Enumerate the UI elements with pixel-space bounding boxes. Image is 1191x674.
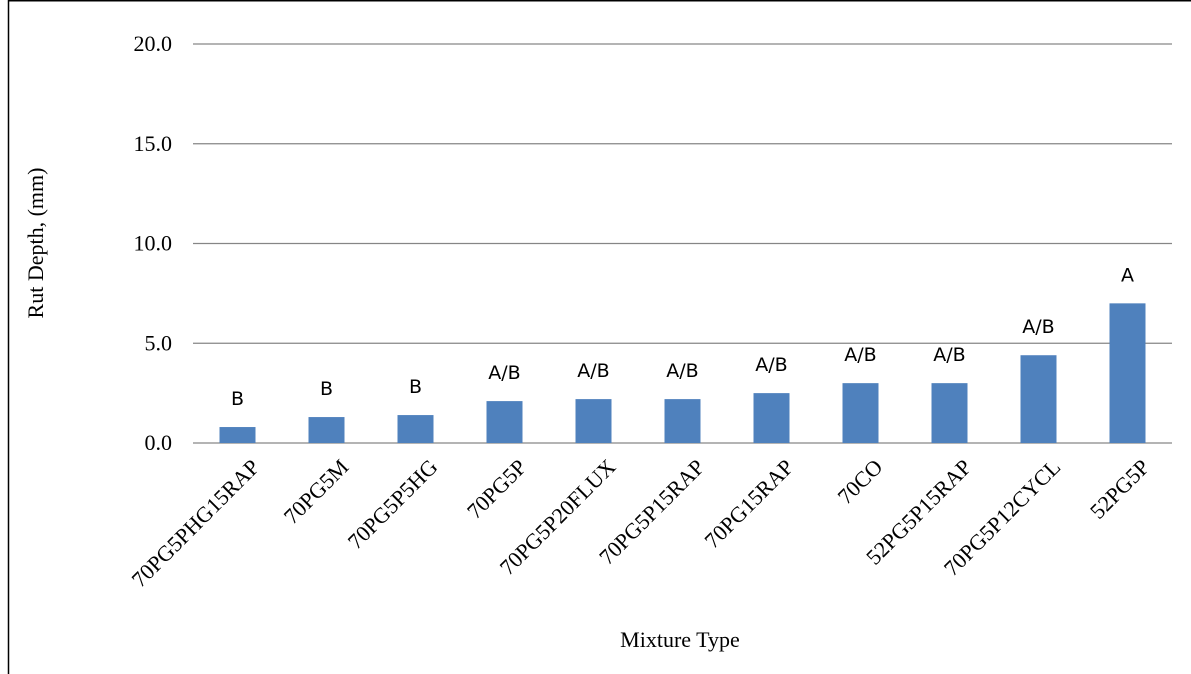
data-label: A/B — [488, 362, 520, 384]
data-label: B — [231, 388, 244, 410]
bar — [219, 427, 256, 443]
bar — [1020, 355, 1057, 443]
data-label: A/B — [755, 354, 787, 376]
x-category-label: 70PG15RAP — [699, 454, 798, 553]
x-category-label: 70PG5P — [462, 454, 532, 524]
bar — [486, 401, 523, 443]
data-label: B — [320, 378, 333, 400]
y-tick-label: 20.0 — [134, 31, 173, 56]
data-label: A — [1121, 264, 1134, 286]
x-category-label: 52PG5P — [1085, 454, 1155, 524]
bar — [931, 383, 968, 443]
data-labels: B B B A/B A/B A/B A/B A/B A/B A/B A — [231, 264, 1134, 410]
data-label: A/B — [666, 360, 698, 382]
y-tick-label: 5.0 — [145, 330, 173, 355]
x-category-label: 70CO — [833, 454, 888, 509]
y-tick-labels: 0.0 5.0 10.0 15.0 20.0 — [134, 31, 173, 455]
data-label: A/B — [577, 360, 609, 382]
bars — [219, 303, 1146, 443]
bar — [664, 399, 701, 443]
data-label: A/B — [1022, 316, 1054, 338]
data-label: A/B — [844, 344, 876, 366]
y-axis-title: Rut Depth, (mm) — [23, 168, 48, 319]
y-tick-label: 10.0 — [134, 231, 173, 256]
bar — [842, 383, 879, 443]
x-axis-title: Mixture Type — [620, 627, 740, 652]
y-tick-label: 0.0 — [145, 430, 173, 455]
x-category-label: 70PG5PHG15RAP — [127, 454, 265, 592]
bar — [575, 399, 612, 443]
y-tick-label: 15.0 — [134, 131, 173, 156]
data-label: A/B — [933, 344, 965, 366]
bar — [1109, 303, 1146, 443]
x-category-label: 70PG5P5HG — [343, 454, 443, 554]
data-label: B — [409, 376, 422, 398]
bar — [753, 393, 790, 443]
bar — [308, 417, 345, 443]
bar — [397, 415, 434, 443]
x-category-label: 70PG5M — [279, 454, 354, 529]
